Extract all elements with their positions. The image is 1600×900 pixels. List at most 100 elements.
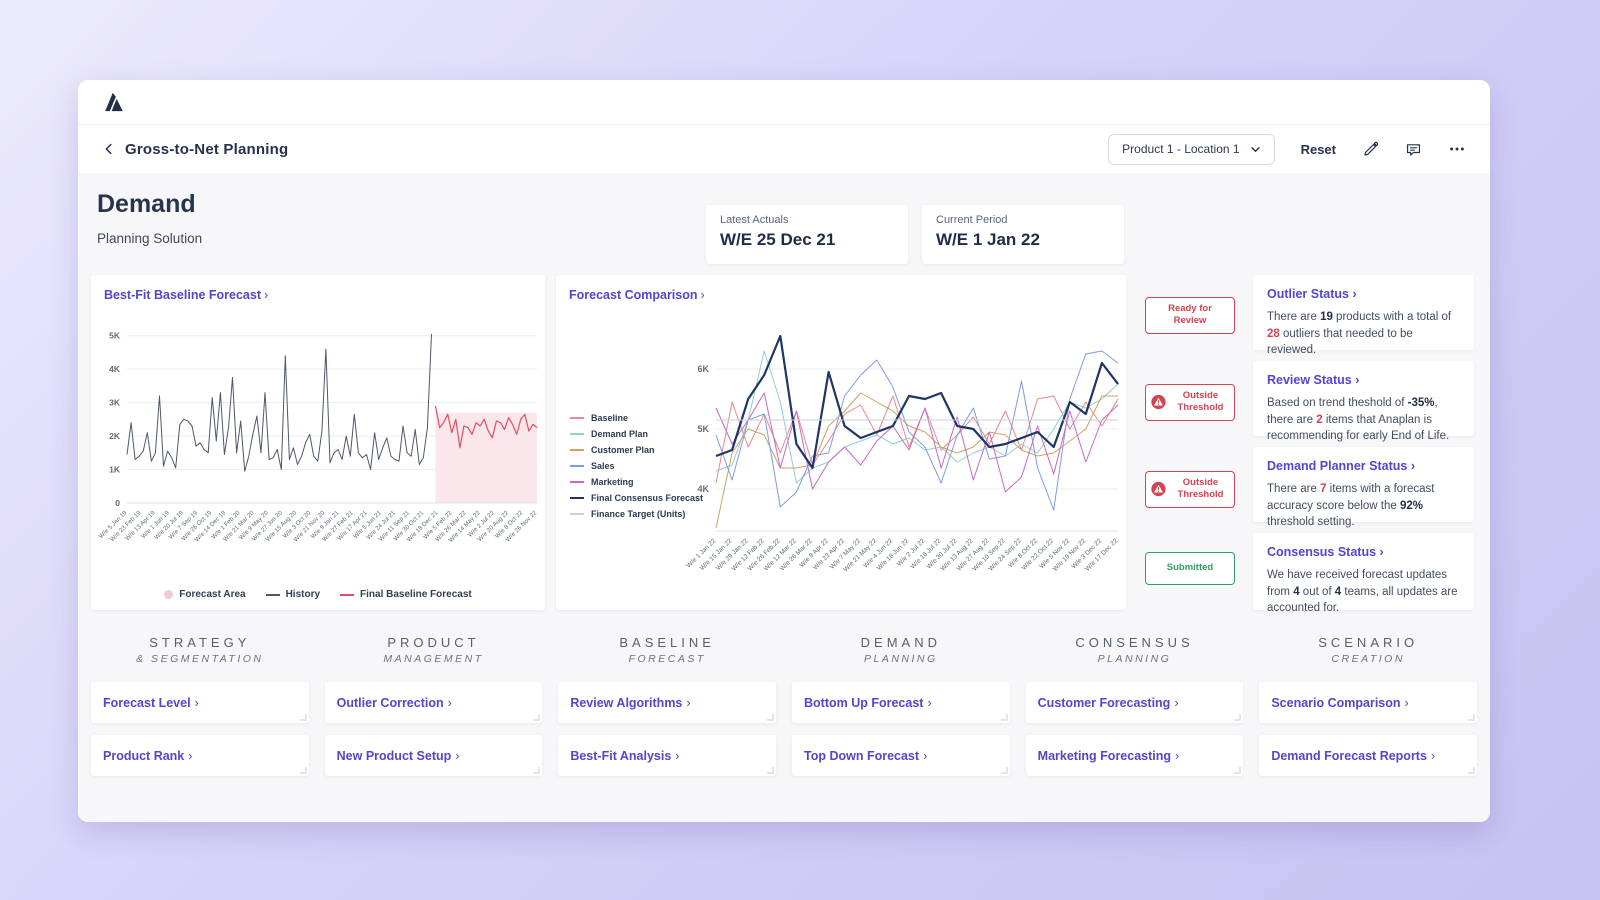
section-product: PRODUCT MANAGEMENT [383,635,484,665]
forecast-comparison-legend: Baseline Demand Plan Customer Plan Sales Mar… [570,413,703,525]
legend-item: Customer Plan [570,445,703,455]
text-segment: 28 [1267,327,1280,340]
consensus-status-card: Consensus Status › We have received fore… [1253,533,1474,614]
link-forecast-level[interactable]: Forecast Level › [91,682,309,723]
chevron-right-icon: › [1174,695,1179,710]
legend-swatch [265,593,280,596]
link-demand-forecast-reports[interactable]: Demand Forecast Reports › [1259,735,1477,776]
card-grip [299,714,307,721]
card-grip [533,714,541,721]
edit-button[interactable] [1362,141,1379,158]
page-header: Gross-to-Net Planning Product 1 - Locati… [78,125,1490,173]
legend-swatch [164,590,174,599]
forecast-comparison-title-link[interactable]: Forecast Comparison › [569,288,705,302]
chevron-right-icon: › [927,695,932,710]
current-period-label: Current Period [936,214,1008,226]
card-grip [767,714,774,721]
legend-label: History [285,589,321,600]
legend-label: Baseline [591,413,629,423]
best-fit-chart-title-link[interactable]: Best-Fit Baseline Forecast › [104,288,269,302]
svg-text:6K: 6K [697,364,709,374]
chevron-right-icon: › [188,748,193,763]
link-top-down-forecast[interactable]: Top Down Forecast › [792,735,1010,776]
consensus-status-link[interactable]: Consensus Status › [1267,545,1384,559]
status-badge-submitted: Submitted [1145,552,1235,585]
link-marketing-forecasting[interactable]: Marketing Forecasting › [1025,735,1244,776]
link-new-product-setup[interactable]: New Product Setup › [324,735,543,776]
review-status-text: Based on trend theshold of -35%, there a… [1267,395,1460,445]
legend-item: Marketing [570,477,703,487]
svg-text:2K: 2K [109,431,121,441]
latest-actuals-card: Latest Actuals W/E 25 Dec 21 [706,205,908,264]
text-segment: There are [1267,311,1321,323]
text-segment: out of [1299,585,1335,598]
demand-planner-status-link[interactable]: Demand Planner Status › [1267,459,1415,473]
legend-item: History [265,589,321,600]
comments-button[interactable] [1405,141,1422,158]
legend-item: Final Baseline Forecast [340,589,472,600]
legend-label: Final Consensus Forecast [591,493,704,503]
best-fit-baseline-forecast-card: Best-Fit Baseline Forecast › 0 1K 2K 3K 4K 5K W… [91,275,545,610]
card-grip [1234,714,1242,721]
pencil-icon [1364,141,1379,156]
legend-swatch [570,497,584,499]
svg-text:4K: 4K [109,364,121,374]
best-fit-chart-legend: Forecast Area History Final Baseline Forec… [91,589,545,600]
legend-label: Forecast Area [179,589,246,600]
outlier-status-card: Outlier Status › There are 19 products w… [1253,275,1474,356]
legend-item: Finance Target (Units) [570,509,703,519]
chevron-left-icon [105,143,112,155]
dashboard-body: Demand Planning Solution Latest Actuals … [78,173,1490,822]
card-grip [1000,767,1008,774]
context-selector-dropdown[interactable]: Product 1 - Location 1 [1108,133,1275,165]
chevron-right-icon: › [455,748,460,763]
card-grip [767,767,774,774]
review-status-link[interactable]: Review Status › [1267,373,1360,387]
alert-icon [1151,395,1166,410]
chevron-right-icon: › [700,288,705,302]
link-product-rank[interactable]: Product Rank › [91,735,309,776]
legend-label: Customer Plan [591,445,655,455]
svg-text:3K: 3K [109,398,121,408]
legend-swatch [570,513,584,515]
legend-swatch [570,417,584,419]
back-button[interactable] [102,142,116,156]
anaplan-logo [105,92,123,112]
section-baseline: BASELINE FORECAST [619,635,715,665]
current-period-value: W/E 1 Jan 22 [936,230,1040,249]
link-review-algorithms[interactable]: Review Algorithms › [558,682,776,723]
process-links-row-2: Product Rank › New Product Setup › Best-Fi… [91,735,1477,776]
outlier-status-text: There are 19 products with a total of 28… [1267,309,1460,359]
text-segment: We have received forecast updates from [1267,569,1448,598]
page-title: Gross-to-Net Planning [125,140,289,158]
comment-icon [1406,143,1421,156]
card-grip [533,767,541,774]
legend-swatch [340,593,355,596]
legend-label: Demand Plan [591,429,649,439]
chevron-right-icon: › [923,748,928,763]
card-grip [1234,767,1242,774]
legend-swatch [570,481,584,483]
link-best-fit-analysis[interactable]: Best-Fit Analysis › [558,735,776,776]
link-bottom-up-forecast[interactable]: Bottom Up Forecast › [792,682,1010,723]
link-scenario-comparison[interactable]: Scenario Comparison › [1259,682,1477,723]
current-period-card: Current Period W/E 1 Jan 22 [922,205,1124,264]
text-segment: 2 [1316,413,1323,426]
latest-actuals-value: W/E 25 Dec 21 [720,230,836,249]
legend-item: Demand Plan [570,429,703,439]
more-options-button[interactable] [1448,142,1466,156]
outlier-status-link[interactable]: Outlier Status › [1267,287,1357,301]
link-outlier-correction[interactable]: Outlier Correction › [324,682,543,723]
section-consensus: CONSENSUS PLANNING [1075,635,1194,665]
link-customer-forecasting[interactable]: Customer Forecasting › [1025,682,1244,723]
status-badge-outside-threshold-1: Outside Threshold [1145,384,1235,421]
chevron-right-icon: › [1404,695,1409,710]
svg-text:5K: 5K [109,331,121,341]
reset-button[interactable]: Reset [1300,141,1336,157]
card-grip [1468,767,1475,774]
consensus-status-text: We have received forecast updates from 4… [1267,567,1460,617]
card-grip [299,767,307,774]
board-title: Demand [97,190,196,218]
section-strategy: STRATEGY & SEGMENTATION [136,635,264,665]
